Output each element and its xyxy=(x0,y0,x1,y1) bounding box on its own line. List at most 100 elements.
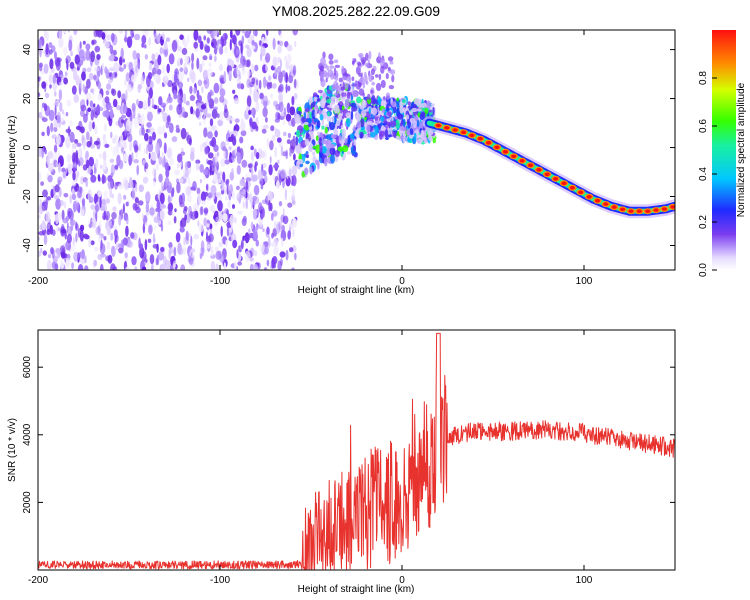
noise-blob xyxy=(180,217,187,228)
noise-blob xyxy=(147,238,152,243)
noise-blob xyxy=(58,37,64,48)
noise-blob xyxy=(53,126,58,133)
noise-blob xyxy=(133,159,139,164)
noise-blob xyxy=(97,235,102,243)
noise-blob xyxy=(174,72,178,84)
noise-blob xyxy=(167,80,173,88)
signal-blob xyxy=(341,92,347,97)
signal-blob xyxy=(368,50,372,60)
noise-blob xyxy=(206,100,208,107)
noise-blob xyxy=(126,36,133,48)
noise-blob xyxy=(231,167,234,176)
noise-blob xyxy=(118,116,124,128)
noise-blob xyxy=(99,243,106,255)
noise-blob xyxy=(247,163,253,168)
signal-blob xyxy=(409,134,414,139)
noise-blob xyxy=(201,247,204,257)
ridge-bead-core xyxy=(569,186,576,190)
noise-blob xyxy=(176,104,183,115)
noise-blob xyxy=(184,55,189,64)
noise-blob xyxy=(141,213,145,220)
noise-blob xyxy=(240,117,244,127)
noise-blob xyxy=(185,230,189,241)
noise-blob xyxy=(136,164,139,176)
noise-blob xyxy=(241,30,246,34)
noise-blob xyxy=(118,183,124,190)
noise-blob xyxy=(279,251,286,258)
noise-blob xyxy=(73,30,78,36)
noise-blob xyxy=(175,232,181,243)
noise-blob xyxy=(82,208,85,216)
noise-blob xyxy=(54,184,60,193)
signal-blob xyxy=(318,108,322,116)
ridge-bead-core xyxy=(586,195,592,199)
noise-blob xyxy=(148,224,153,235)
noise-blob xyxy=(199,122,202,126)
noise-blob xyxy=(142,74,146,80)
ridge-bead-core xyxy=(502,150,508,154)
noise-blob xyxy=(206,244,211,249)
noise-blob xyxy=(132,107,136,119)
noise-blob xyxy=(252,208,258,218)
signal-blob xyxy=(320,57,326,66)
noise-blob xyxy=(287,54,292,65)
noise-blob xyxy=(86,169,92,174)
noise-blob xyxy=(177,45,182,52)
noise-blob xyxy=(217,151,220,157)
noise-blob xyxy=(280,258,283,267)
noise-blob xyxy=(199,63,203,73)
noise-blob xyxy=(266,226,270,235)
noise-blob xyxy=(233,130,238,137)
noise-blob xyxy=(207,131,213,139)
noise-blob xyxy=(109,188,113,199)
noise-blob xyxy=(158,251,165,261)
noise-blob xyxy=(69,61,75,69)
noise-blob xyxy=(70,225,74,232)
noise-blob xyxy=(60,251,66,259)
colorbar-tick-label: 0.8 xyxy=(698,71,709,85)
noise-blob xyxy=(103,236,107,241)
signal-blob xyxy=(327,104,333,108)
noise-blob xyxy=(122,153,129,163)
signal-blob xyxy=(384,129,389,138)
noise-blob xyxy=(103,40,110,50)
signal-blob xyxy=(313,96,318,102)
signal-blob xyxy=(387,111,392,116)
noise-blob xyxy=(266,259,270,267)
noise-blob xyxy=(164,176,170,186)
noise-blob xyxy=(69,131,75,143)
noise-blob xyxy=(186,134,192,145)
signal-blob xyxy=(333,59,339,64)
noise-blob xyxy=(90,204,96,211)
signal-blob xyxy=(329,122,336,130)
noise-blob xyxy=(272,175,275,180)
noise-blob xyxy=(280,237,284,247)
signal-blob xyxy=(416,134,421,138)
signal-blob xyxy=(355,113,362,122)
signal-blob xyxy=(345,73,351,78)
noise-blob xyxy=(105,34,112,41)
noise-blob xyxy=(235,123,238,131)
signal-blob xyxy=(416,108,422,112)
noise-blob xyxy=(80,126,85,134)
noise-blob xyxy=(244,250,251,262)
noise-blob xyxy=(140,123,145,130)
noise-blob xyxy=(149,80,154,89)
noise-blob xyxy=(220,179,225,192)
noise-blob xyxy=(48,74,54,84)
noise-blob xyxy=(48,49,53,55)
signal-blob xyxy=(365,80,369,85)
signal-blob xyxy=(294,113,301,124)
noise-blob xyxy=(148,105,152,110)
noise-blob xyxy=(203,127,208,138)
noise-blob xyxy=(168,242,173,249)
noise-blob xyxy=(111,88,117,96)
noise-blob xyxy=(134,266,138,270)
noise-blob xyxy=(75,125,82,131)
noise-blob xyxy=(93,140,100,146)
noise-blob xyxy=(145,258,148,263)
noise-blob xyxy=(41,220,46,231)
noise-blob xyxy=(183,62,187,72)
signal-blob xyxy=(406,118,410,125)
noise-blob xyxy=(225,195,228,201)
